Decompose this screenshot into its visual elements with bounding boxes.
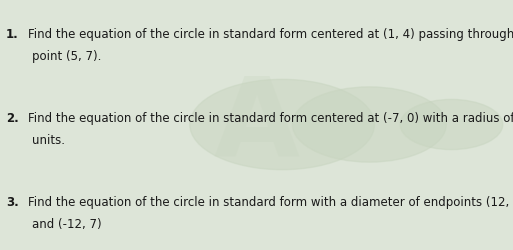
Text: Find the equation of the circle in standard form centered at (-7, 0) with a radi: Find the equation of the circle in stand… xyxy=(28,111,513,124)
Text: units.: units. xyxy=(32,134,65,147)
Text: A: A xyxy=(213,72,300,178)
Text: Find the equation of the circle in standard form centered at (1, 4) passing thro: Find the equation of the circle in stand… xyxy=(28,28,513,40)
Circle shape xyxy=(292,88,446,162)
Text: 3.: 3. xyxy=(6,195,19,208)
Text: 2.: 2. xyxy=(6,111,19,124)
Circle shape xyxy=(190,80,374,170)
Circle shape xyxy=(400,100,503,150)
Text: Find the equation of the circle in standard form with a diameter of endpoints (1: Find the equation of the circle in stand… xyxy=(28,195,513,208)
Text: 1.: 1. xyxy=(6,28,19,40)
Text: and (-12, 7): and (-12, 7) xyxy=(32,218,102,230)
Text: point (5, 7).: point (5, 7). xyxy=(32,50,101,63)
